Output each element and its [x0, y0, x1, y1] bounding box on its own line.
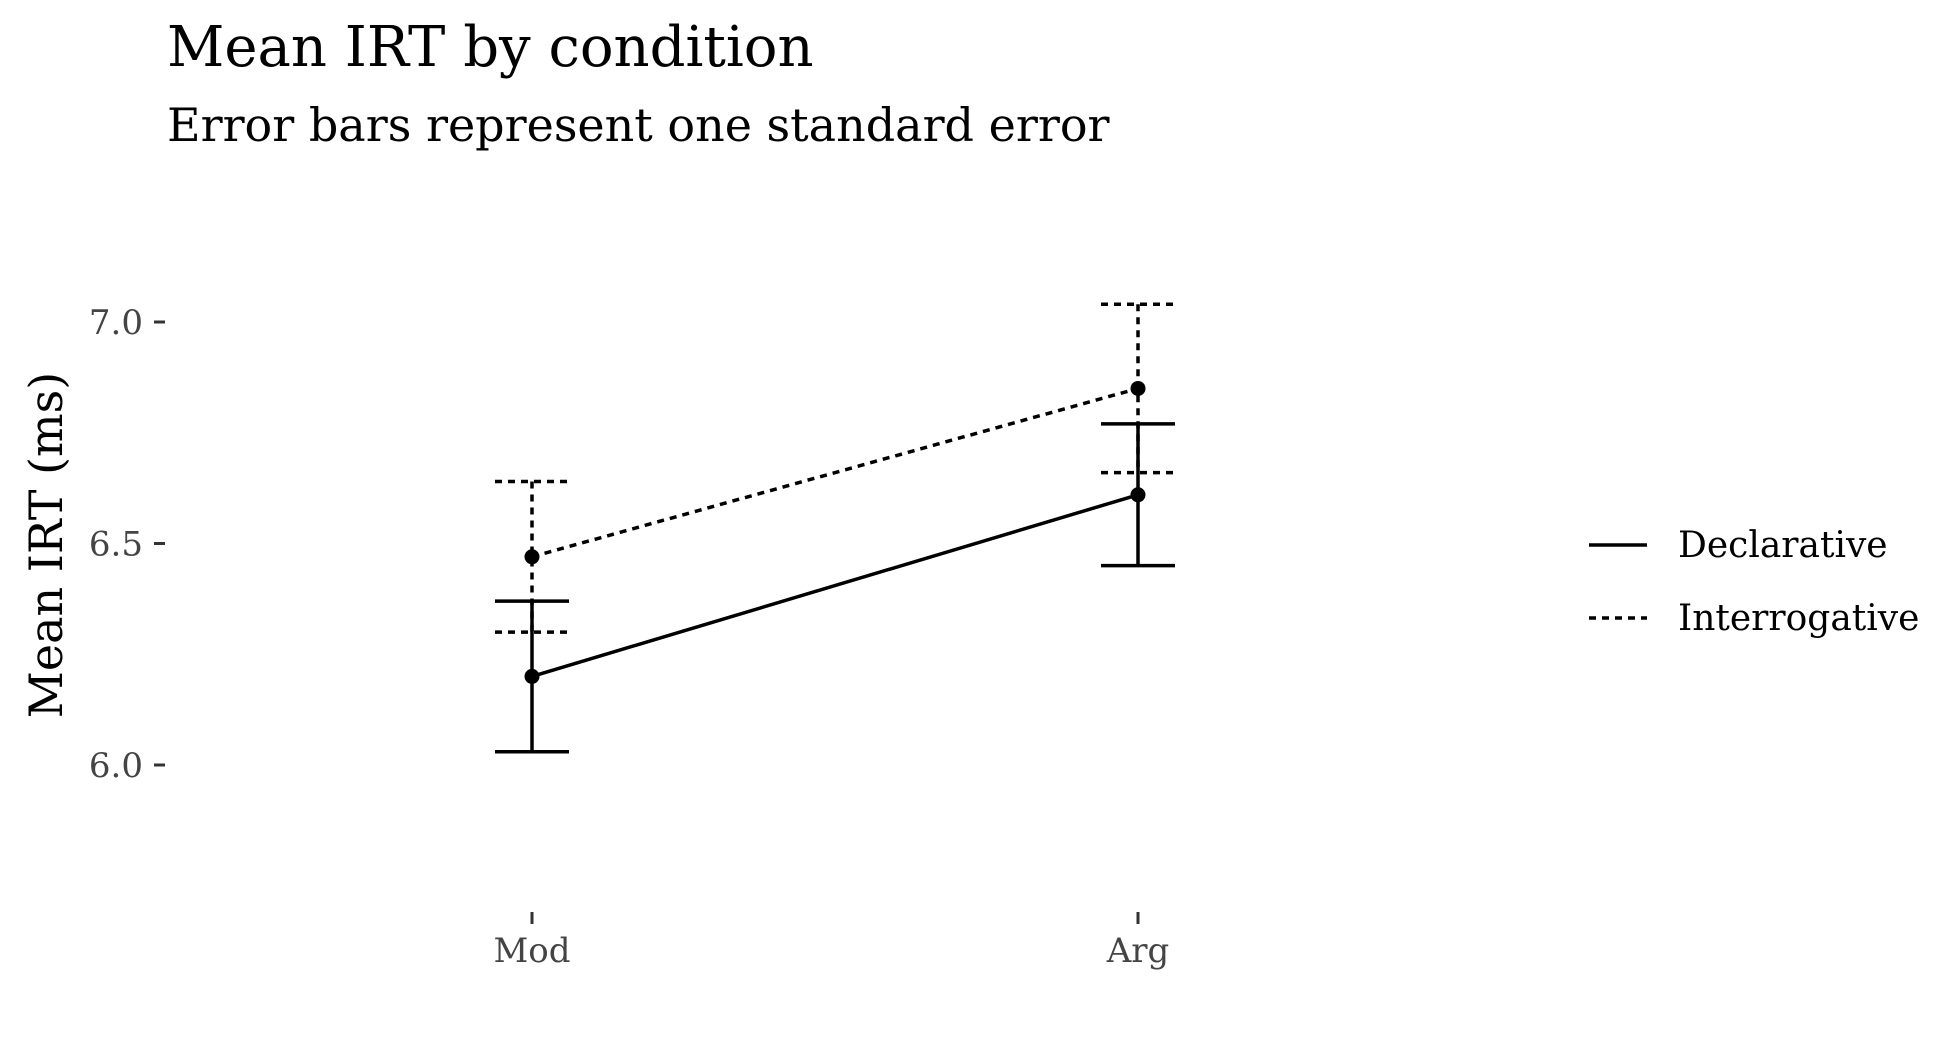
legend-label: Interrogative [1678, 598, 1919, 639]
data-point [1130, 487, 1146, 503]
data-point [524, 668, 540, 684]
data-point [524, 549, 540, 565]
y-axis: 6.0 6.5 7.0 [89, 303, 165, 786]
series-interrogative [495, 302, 1175, 634]
y-tick-label: 6.5 [89, 525, 143, 565]
x-tick-label: Mod [493, 931, 570, 971]
data-point [1130, 380, 1146, 396]
chart-title: Mean IRT by condition [167, 15, 814, 80]
series-line [531, 386, 1139, 559]
y-tick-label: 7.0 [89, 303, 143, 343]
y-axis-label: Mean IRT (ms) [19, 372, 73, 718]
plot-area [495, 302, 1175, 754]
legend-label: Declarative [1678, 525, 1888, 566]
legend: Declarative Interrogative [1589, 525, 1919, 639]
x-tick-label: Arg [1106, 931, 1170, 971]
chart-subtitle: Error bars represent one standard error [167, 98, 1110, 152]
series-line [531, 493, 1139, 679]
x-axis: Mod Arg [493, 912, 1169, 971]
y-tick-label: 6.0 [89, 746, 143, 786]
